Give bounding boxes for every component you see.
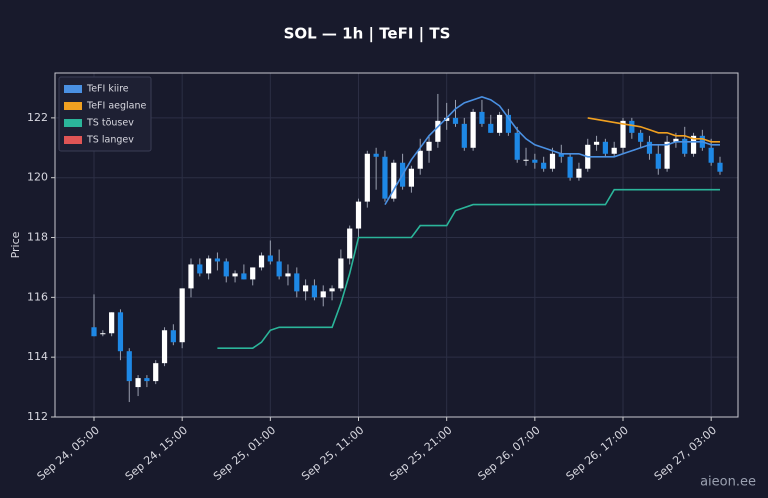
- y-tick-label: 120: [27, 171, 48, 184]
- indicator-line: [384, 96, 720, 206]
- candle-body: [241, 273, 247, 280]
- candle-body: [461, 123, 467, 148]
- candle-body: [223, 261, 229, 277]
- candle-body: [276, 261, 282, 277]
- candle-body: [267, 255, 273, 262]
- candle-body: [426, 141, 432, 151]
- candle-body: [170, 330, 176, 343]
- candle-body: [664, 141, 670, 169]
- candle-body: [214, 258, 221, 262]
- candle-body: [444, 117, 450, 121]
- candle-body: [153, 363, 159, 382]
- legend-label: TS langev: [86, 135, 134, 146]
- chart-title: SOL — 1h | TeFI | TS: [284, 25, 451, 44]
- candle-body: [144, 378, 150, 382]
- candle-body: [373, 153, 379, 157]
- candle-body: [258, 255, 265, 268]
- legend-swatch: [64, 136, 82, 144]
- candle-body: [117, 312, 124, 352]
- candle-body: [488, 123, 494, 133]
- y-tick-label: 114: [27, 350, 48, 363]
- candle-body: [611, 147, 617, 154]
- candle-body: [206, 258, 212, 274]
- candle-body: [593, 141, 600, 145]
- indicator-line: [587, 117, 720, 143]
- candle-body: [646, 141, 653, 154]
- candle-body: [602, 141, 608, 154]
- candle-body: [303, 285, 309, 292]
- candle-body: [576, 168, 582, 178]
- y-tick-label: 122: [27, 111, 48, 124]
- candle-body: [355, 201, 362, 229]
- y-tick-label: 112: [27, 410, 48, 423]
- candle-body: [435, 120, 441, 142]
- candle-body: [109, 312, 115, 334]
- legend-swatch: [64, 119, 82, 127]
- candle-body: [382, 156, 388, 199]
- candle-body: [100, 333, 106, 335]
- candle-body: [188, 264, 194, 289]
- candle-body: [567, 156, 573, 178]
- candle-body: [708, 147, 714, 163]
- legend-label: TeFI aeglane: [86, 101, 146, 112]
- candle-body: [91, 327, 97, 337]
- candle-body: [197, 264, 203, 274]
- candle-body: [682, 138, 688, 154]
- y-tick-label: 116: [27, 290, 48, 303]
- candle-body: [690, 135, 697, 154]
- candle-body: [620, 120, 626, 148]
- legend-swatch: [64, 102, 82, 110]
- candle-body: [452, 117, 459, 124]
- candle-body: [408, 168, 415, 187]
- candle-body: [549, 153, 556, 169]
- y-tick-label: 118: [27, 231, 48, 244]
- candle-body: [514, 132, 520, 160]
- candle-body: [638, 132, 644, 142]
- candle-body: [294, 273, 300, 292]
- candle-body: [320, 291, 326, 298]
- candle-body: [629, 120, 635, 133]
- legend-label: TS tõusev: [86, 118, 134, 129]
- candle-body: [479, 111, 485, 124]
- candle-body: [391, 162, 397, 199]
- candle-body: [347, 228, 353, 259]
- candle-body: [655, 153, 661, 169]
- legend-swatch: [64, 85, 82, 93]
- candle-body: [523, 159, 529, 161]
- watermark: aieon.ee: [700, 475, 756, 490]
- candle-body: [673, 138, 679, 142]
- candle-body: [179, 288, 185, 343]
- candle-body: [338, 258, 344, 289]
- candle-body: [541, 162, 547, 169]
- candle-body: [470, 111, 476, 148]
- indicator-line: [217, 188, 720, 349]
- candle-body: [232, 273, 238, 277]
- candle-body: [532, 159, 538, 163]
- legend-box: [58, 76, 152, 152]
- candle-body: [126, 351, 132, 382]
- legend-label: TeFI kiire: [86, 84, 129, 95]
- candle-body: [311, 285, 318, 298]
- plot-frame: [54, 72, 739, 418]
- candle-body: [364, 153, 370, 202]
- candle-body: [558, 153, 564, 157]
- candle-body: [161, 330, 168, 364]
- candle-body: [329, 288, 335, 292]
- candle-body: [417, 150, 423, 169]
- y-axis-label: Price: [9, 231, 22, 258]
- candle-body: [717, 162, 723, 172]
- candle-body: [285, 273, 291, 277]
- candle-body: [505, 114, 511, 133]
- candle-body: [496, 114, 503, 133]
- candle-body: [135, 378, 141, 388]
- candle-body: [250, 267, 256, 280]
